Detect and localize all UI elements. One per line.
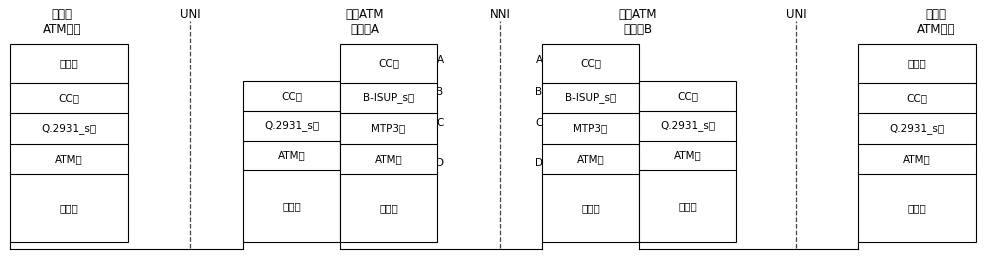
Bar xyxy=(340,44,437,242)
Bar xyxy=(858,44,976,242)
Text: ATM层: ATM层 xyxy=(674,151,701,160)
Text: UNI: UNI xyxy=(786,8,806,21)
Text: ATM层: ATM层 xyxy=(55,154,83,164)
Text: Q.2931_s层: Q.2931_s层 xyxy=(41,123,97,134)
Text: Q.2931_s层: Q.2931_s层 xyxy=(889,123,945,134)
Text: 物理层: 物理层 xyxy=(60,203,78,213)
Text: D: D xyxy=(535,158,543,168)
Text: B-ISUP_s层: B-ISUP_s层 xyxy=(565,92,616,103)
Text: 应用层: 应用层 xyxy=(908,58,926,68)
Text: 物理层: 物理层 xyxy=(581,203,600,213)
Text: MTP3层: MTP3层 xyxy=(371,124,406,134)
Text: B: B xyxy=(535,87,543,97)
Text: CC层: CC层 xyxy=(281,91,302,101)
Text: B-ISUP_s层: B-ISUP_s层 xyxy=(363,92,414,103)
Text: UNI: UNI xyxy=(180,8,200,21)
Bar xyxy=(639,81,736,242)
Text: C: C xyxy=(436,118,444,128)
Text: 应用层: 应用层 xyxy=(60,58,78,68)
Text: NNI: NNI xyxy=(490,8,510,21)
Text: Q.2931_s层: Q.2931_s层 xyxy=(264,120,319,131)
Bar xyxy=(10,44,128,242)
Text: D: D xyxy=(436,158,444,168)
Text: 星上ATM
交换机A: 星上ATM 交换机A xyxy=(346,8,384,36)
Text: A: A xyxy=(535,55,543,65)
Text: CC层: CC层 xyxy=(58,93,79,103)
Text: 物理层: 物理层 xyxy=(678,201,697,211)
Text: A: A xyxy=(436,55,444,65)
Text: CC层: CC层 xyxy=(906,93,928,103)
Text: MTP3层: MTP3层 xyxy=(573,124,608,134)
Text: Q.2931_s层: Q.2931_s层 xyxy=(660,120,715,131)
Text: ATM层: ATM层 xyxy=(577,154,604,164)
Text: 被叫方
ATM终端: 被叫方 ATM终端 xyxy=(917,8,955,36)
Text: ATM层: ATM层 xyxy=(278,151,305,160)
Bar xyxy=(542,44,639,242)
Text: 星上ATM
交换机B: 星上ATM 交换机B xyxy=(619,8,657,36)
Bar xyxy=(243,81,340,242)
Text: B: B xyxy=(436,87,444,97)
Text: 物理层: 物理层 xyxy=(379,203,398,213)
Text: 物理层: 物理层 xyxy=(282,201,301,211)
Text: CC层: CC层 xyxy=(580,58,601,68)
Text: C: C xyxy=(535,118,543,128)
Text: ATM层: ATM层 xyxy=(375,154,402,164)
Text: CC层: CC层 xyxy=(677,91,698,101)
Text: CC层: CC层 xyxy=(378,58,399,68)
Text: 主叫方
ATM终端: 主叫方 ATM终端 xyxy=(43,8,81,36)
Text: 物理层: 物理层 xyxy=(908,203,926,213)
Text: ATM层: ATM层 xyxy=(903,154,931,164)
